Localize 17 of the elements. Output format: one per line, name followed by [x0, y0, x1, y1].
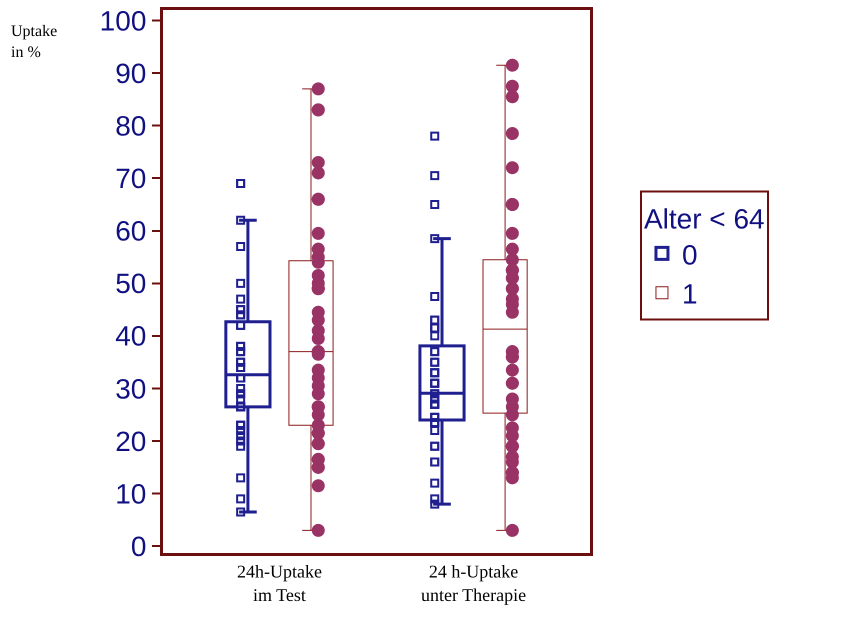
- y-tick-label: 30: [115, 373, 146, 404]
- y-tick-label: 50: [115, 268, 146, 300]
- y-tick-label: 10: [115, 478, 146, 510]
- legend-label: 1: [682, 278, 698, 310]
- y-tick-label: 60: [115, 216, 146, 247]
- y-tick-label: 0: [130, 530, 146, 562]
- y-tick-label: 20: [115, 426, 146, 457]
- y-tick-label: 90: [115, 58, 146, 89]
- x-tick-label: 24h-Uptake im Test: [236, 562, 322, 605]
- y-tick-label: 40: [115, 320, 146, 352]
- x-tick-label: 24 h-Uptake unter Therapie: [420, 562, 526, 605]
- y-tick-label: 70: [115, 163, 146, 194]
- legend-label: 0: [682, 239, 698, 270]
- y-tick-label: 100: [100, 5, 146, 36]
- y-axis-title: Uptake in %: [11, 23, 58, 61]
- y-tick-label: 80: [115, 110, 146, 142]
- legend-title: Alter < 64: [644, 204, 765, 235]
